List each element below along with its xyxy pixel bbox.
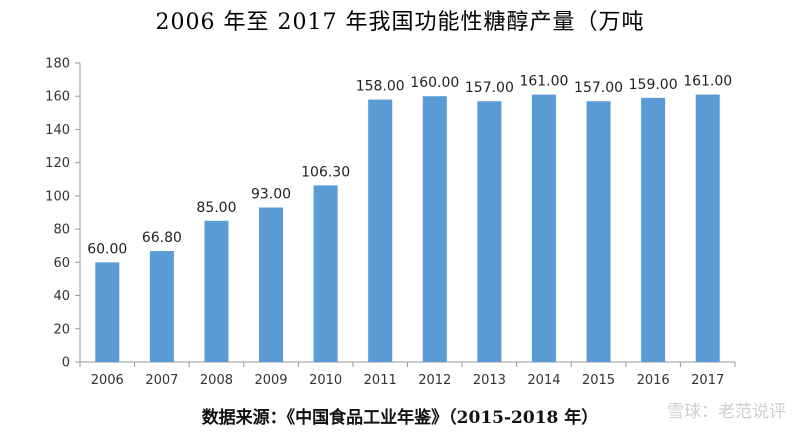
x-tick-label: 2014	[527, 373, 560, 388]
x-tick-label: 2016	[637, 373, 670, 388]
x-tick-label: 2008	[200, 373, 233, 388]
data-label: 157.00	[574, 80, 623, 96]
y-tick-label: 140	[45, 123, 70, 138]
bar	[641, 97, 666, 362]
y-tick-label: 180	[45, 57, 70, 72]
data-label: 158.00	[356, 79, 405, 95]
y-tick-label: 40	[53, 289, 70, 304]
x-tick-label: 2009	[254, 373, 287, 388]
data-label: 161.00	[683, 74, 732, 90]
x-tick-label: 2007	[145, 373, 178, 388]
bar	[368, 99, 393, 363]
x-tick-label: 2006	[91, 373, 124, 388]
data-label: 106.30	[301, 164, 350, 180]
y-tick-label: 80	[53, 223, 70, 238]
bar	[477, 101, 502, 362]
data-label: 60.00	[87, 241, 127, 257]
y-tick-label: 60	[53, 256, 70, 271]
y-tick-label: 20	[53, 322, 70, 337]
data-label: 66.80	[142, 230, 182, 246]
x-tick-label: 2017	[691, 373, 724, 388]
data-label: 161.00	[519, 74, 568, 90]
bar	[259, 207, 284, 362]
x-tick-label: 2015	[582, 373, 615, 388]
x-tick-label: 2011	[364, 373, 397, 388]
watermark: 雪球：老范说评	[667, 402, 786, 422]
y-tick-label: 120	[45, 156, 70, 171]
bar	[204, 220, 229, 362]
bar	[586, 101, 611, 362]
y-tick-label: 100	[45, 189, 70, 204]
chart-title: 2006 年至 2017 年我国功能性糖醇产量（万吨	[155, 10, 645, 35]
x-tick-label: 2010	[309, 373, 342, 388]
bar	[149, 251, 174, 362]
bar	[531, 94, 556, 363]
data-label: 85.00	[196, 200, 236, 216]
bar	[95, 262, 120, 362]
bar	[313, 185, 338, 362]
bar	[422, 96, 447, 362]
data-label: 93.00	[251, 187, 291, 203]
y-tick-label: 0	[62, 356, 70, 371]
data-label: 157.00	[465, 80, 514, 96]
data-label: 159.00	[629, 77, 678, 93]
bar	[695, 94, 720, 363]
data-label: 160.00	[410, 75, 459, 91]
x-tick-label: 2012	[418, 373, 451, 388]
source-note: 数据来源：《中国食品工业年鉴》（2015-2018 年）	[201, 408, 599, 428]
y-tick-label: 160	[45, 90, 70, 105]
x-tick-label: 2013	[473, 373, 506, 388]
